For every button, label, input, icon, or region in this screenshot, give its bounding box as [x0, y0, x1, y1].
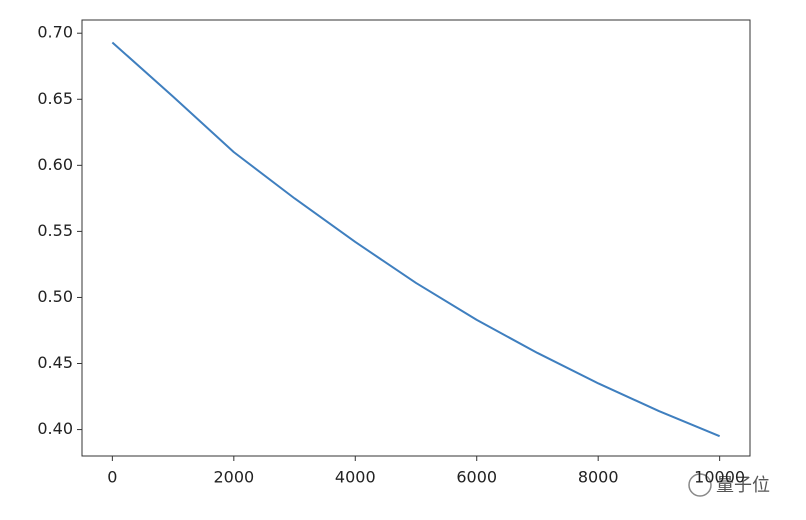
- y-tick-label: 0.45: [37, 353, 73, 372]
- plot-frame: [81, 19, 751, 457]
- y-tick-label: 0.70: [37, 23, 73, 42]
- x-tick-label: 4000: [335, 468, 376, 487]
- x-tick-label: 10000: [694, 468, 745, 487]
- x-tick-label: 8000: [578, 468, 619, 487]
- y-tick-label: 0.65: [37, 89, 73, 108]
- y-tick-label: 0.55: [37, 221, 73, 240]
- watermark-text: 量子位: [716, 475, 770, 496]
- x-tick-label: 0: [107, 468, 117, 487]
- x-tick-label: 2000: [213, 468, 254, 487]
- y-tick-label: 0.40: [37, 419, 73, 438]
- y-tick-label: 0.60: [37, 155, 73, 174]
- watermark-icon: [688, 473, 712, 497]
- y-tick-label: 0.50: [37, 287, 73, 306]
- watermark: 量子位: [688, 473, 770, 497]
- x-tick-label: 6000: [456, 468, 497, 487]
- line: [111, 41, 721, 438]
